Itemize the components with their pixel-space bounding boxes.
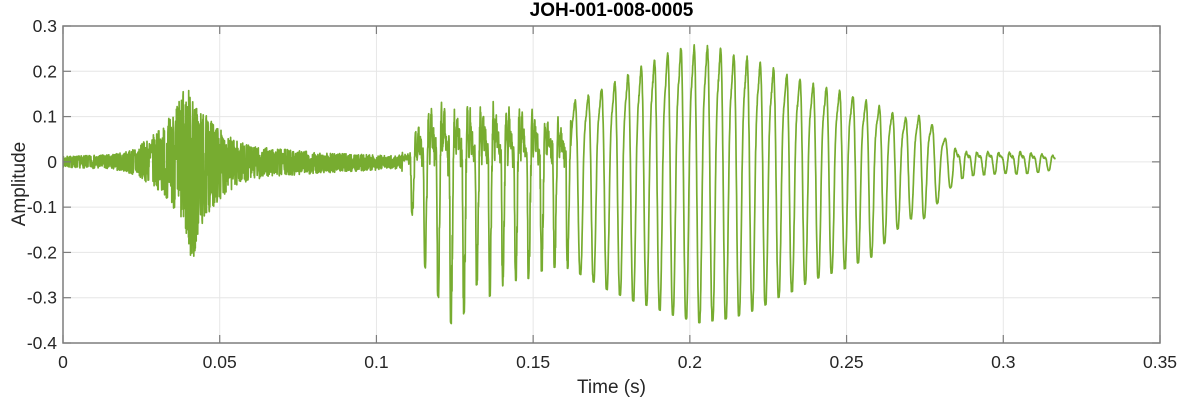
y-axis-label: Amplitude [9,142,30,227]
x-tick-label: 0.15 [516,352,550,372]
x-tick-label: 0.1 [364,352,388,372]
x-tick-label: 0.2 [678,352,702,372]
y-tick-label: 0.3 [33,16,57,36]
x-tick-label: 0.3 [991,352,1015,372]
chart-title: JOH-001-008-0005 [530,0,694,21]
y-tick-label: -0.4 [27,333,57,353]
y-tick-label: -0.1 [27,197,57,217]
y-tick-label: 0.2 [33,61,57,81]
x-tick-label: 0 [58,352,68,372]
x-tick-label: 0.05 [203,352,237,372]
y-tick-label: -0.3 [27,288,57,308]
y-tick-label: -0.2 [27,242,57,262]
plot-border [62,25,1161,344]
x-tick-label: 0.25 [830,352,864,372]
tick-labels: 0 0.05 0.1 0.15 0.2 0.25 0.3 0.35 -0.4 -0.3 -0.2 -0… [27,16,1177,372]
x-axis-label: Time (s) [577,377,646,398]
y-tick-label: 0.1 [33,107,57,127]
axes-box [62,25,1161,344]
x-tick-label: 0.35 [1143,352,1177,372]
waveform-path [63,43,1056,325]
y-tick-label: 0 [47,152,57,172]
waveform-series [63,43,1056,325]
grid-lines [63,26,1160,343]
